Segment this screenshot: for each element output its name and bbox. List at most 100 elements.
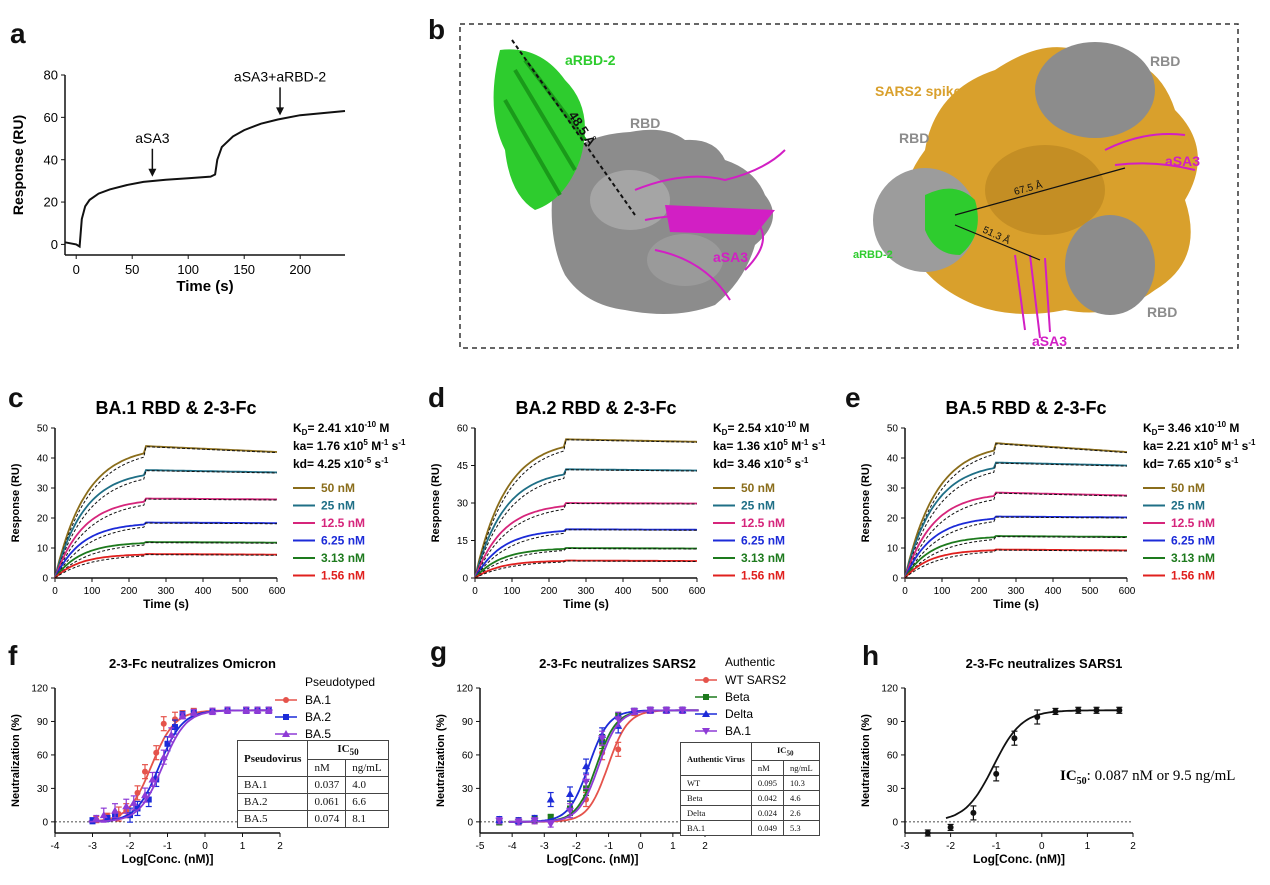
fit-line bbox=[54, 554, 277, 579]
x-tick-label: 500 bbox=[232, 586, 249, 597]
x-tick-label: 1 bbox=[670, 841, 676, 852]
x-tick-label: 1 bbox=[240, 841, 246, 852]
legend-label: BA.1 bbox=[305, 693, 331, 707]
label-asa3-left: aSA3 bbox=[713, 249, 748, 265]
fit-line bbox=[904, 549, 1127, 579]
fit-line bbox=[904, 492, 1128, 579]
table-row: BA.1 0.037 4.0 bbox=[236, 776, 389, 795]
table-cell: 2.6 bbox=[782, 804, 820, 821]
data-point bbox=[189, 708, 198, 716]
legend-label: Beta bbox=[725, 690, 750, 704]
x-axis-label: Log[Conc. (nM)] bbox=[122, 852, 214, 866]
data-point bbox=[283, 714, 289, 720]
x-tick-label: 0 bbox=[202, 841, 208, 852]
data-point bbox=[947, 824, 954, 831]
y-tick-label: 0 bbox=[892, 574, 898, 585]
x-tick-label: -3 bbox=[901, 841, 910, 852]
y-tick-label: 30 bbox=[37, 484, 49, 495]
x-axis-label: Log[Conc. (nM)] bbox=[547, 852, 639, 866]
legend-label: 6.25 nM bbox=[1171, 534, 1215, 548]
table-cell: 0.037 bbox=[307, 776, 347, 795]
y-tick-label: 0 bbox=[467, 817, 473, 828]
sensorgram-313nM bbox=[904, 535, 1127, 579]
fit-line bbox=[54, 470, 277, 579]
data-point bbox=[167, 730, 176, 738]
table-cell: 4.6 bbox=[782, 789, 820, 806]
table-cell: Beta bbox=[680, 789, 752, 806]
x-tick-label: 300 bbox=[158, 586, 175, 597]
legend-label: 12.5 nM bbox=[321, 516, 365, 530]
y-axis-label: Response (RU) bbox=[860, 463, 872, 542]
data-point bbox=[159, 753, 168, 761]
fit-line bbox=[54, 446, 278, 579]
table-cell: 4.0 bbox=[345, 776, 389, 795]
x-tick-label: 200 bbox=[971, 586, 988, 597]
ic50-annotation: IC50: 0.087 nM or 9.5 ng/mL bbox=[1060, 768, 1235, 787]
fit-line bbox=[54, 542, 277, 579]
x-tick-label: 0 bbox=[638, 841, 644, 852]
data-point bbox=[242, 706, 251, 714]
x-tick-label: -4 bbox=[51, 841, 60, 852]
sensorgram-line bbox=[64, 110, 346, 249]
data-point bbox=[178, 711, 187, 719]
y-tick-label: 50 bbox=[887, 424, 899, 435]
x-tick-label: -3 bbox=[88, 841, 97, 852]
panel-label-e: e bbox=[845, 382, 861, 413]
table-row: BA.1 0.049 5.3 bbox=[680, 819, 820, 836]
x-tick-label: 600 bbox=[1119, 586, 1136, 597]
table-row: WT 0.095 10.3 bbox=[680, 774, 820, 791]
data-point bbox=[111, 806, 119, 814]
x-tick-label: 200 bbox=[289, 262, 311, 277]
asa3-ribbons-right bbox=[1014, 133, 1196, 339]
legend-label: 6.25 nM bbox=[741, 534, 785, 548]
table-row: Beta 0.042 4.6 bbox=[680, 789, 820, 806]
x-tick-label: -4 bbox=[508, 841, 517, 852]
panel-label-a: a bbox=[10, 18, 26, 49]
x-tick-label: -3 bbox=[540, 841, 549, 852]
table-cell: Delta bbox=[680, 804, 752, 821]
chart-c: 0 100 200 300 400 500 600 0 10 20 30 40 50 Time (s) Re… bbox=[10, 398, 406, 611]
data-point bbox=[153, 749, 160, 756]
table-cell: 0.061 bbox=[307, 793, 347, 812]
table-row: BA.5 0.074 8.1 bbox=[236, 810, 389, 829]
data-point bbox=[702, 728, 710, 735]
data-point bbox=[134, 789, 141, 796]
data-point bbox=[283, 697, 289, 703]
x-tick-label: -1 bbox=[163, 841, 172, 852]
sensorgram-25nM bbox=[54, 469, 277, 579]
chart-a: 0 50 100 150 200 0 20 40 60 80 Time (s) Response (R… bbox=[10, 68, 346, 295]
table-header-virus: Authentic Virus bbox=[680, 742, 752, 776]
y-axis-label: Neutralization (%) bbox=[10, 714, 22, 807]
y-tick-label: 15 bbox=[457, 536, 469, 547]
kinetics-ka: ka= 1.76 x105 M-1 s-1 bbox=[293, 438, 406, 453]
y-axis-label: Response (RU) bbox=[10, 463, 22, 542]
label-rbd-left: RBD bbox=[630, 115, 660, 131]
label-rbd-top: RBD bbox=[1150, 53, 1180, 69]
data-point bbox=[164, 740, 171, 747]
y-tick-label: 50 bbox=[37, 424, 49, 435]
y-tick-label: 10 bbox=[37, 544, 49, 555]
y-tick-label: 40 bbox=[44, 152, 58, 167]
legend-label: 1.56 nM bbox=[1171, 569, 1215, 583]
x-tick-label: 2 bbox=[702, 841, 708, 852]
arbd2-ribbon-right bbox=[925, 188, 978, 255]
table-sub-nm: nM bbox=[750, 759, 784, 776]
y-tick-label: 30 bbox=[462, 784, 474, 795]
kinetics-ka: ka= 2.21 x105 M-1 s-1 bbox=[1143, 438, 1256, 453]
x-tick-label: 500 bbox=[652, 586, 669, 597]
x-axis-label: Time (s) bbox=[563, 597, 609, 611]
table-header-ic50: IC50 bbox=[750, 742, 820, 761]
label-arbd2-right: aRBD-2 bbox=[853, 249, 893, 261]
y-tick-label: 20 bbox=[887, 514, 899, 525]
data-point bbox=[970, 809, 977, 816]
y-tick-label: 60 bbox=[462, 750, 474, 761]
data-point bbox=[122, 802, 131, 810]
y-axis-label: Response (RU) bbox=[10, 115, 26, 215]
legend-label: 50 nM bbox=[1171, 481, 1205, 495]
x-tick-label: 100 bbox=[934, 586, 951, 597]
panel-label-f: f bbox=[8, 640, 18, 671]
data-point bbox=[208, 707, 217, 715]
sensorgram-125nM bbox=[474, 502, 697, 579]
sensorgram-156nM bbox=[904, 548, 1127, 579]
legend-label: 25 nM bbox=[741, 499, 775, 513]
